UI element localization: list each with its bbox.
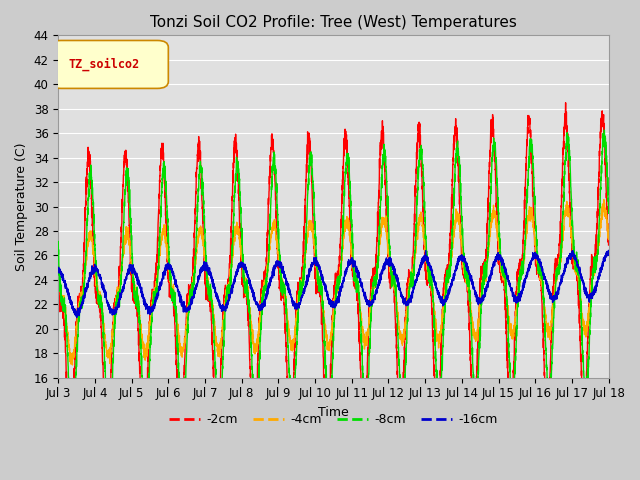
FancyBboxPatch shape <box>50 40 168 88</box>
Title: Tonzi Soil CO2 Profile: Tree (West) Temperatures: Tonzi Soil CO2 Profile: Tree (West) Temp… <box>150 15 517 30</box>
Text: TZ_soilco2: TZ_soilco2 <box>68 58 140 71</box>
Y-axis label: Soil Temperature (C): Soil Temperature (C) <box>15 142 28 271</box>
X-axis label: Time: Time <box>318 406 349 419</box>
Legend: -2cm, -4cm, -8cm, -16cm: -2cm, -4cm, -8cm, -16cm <box>164 408 503 432</box>
